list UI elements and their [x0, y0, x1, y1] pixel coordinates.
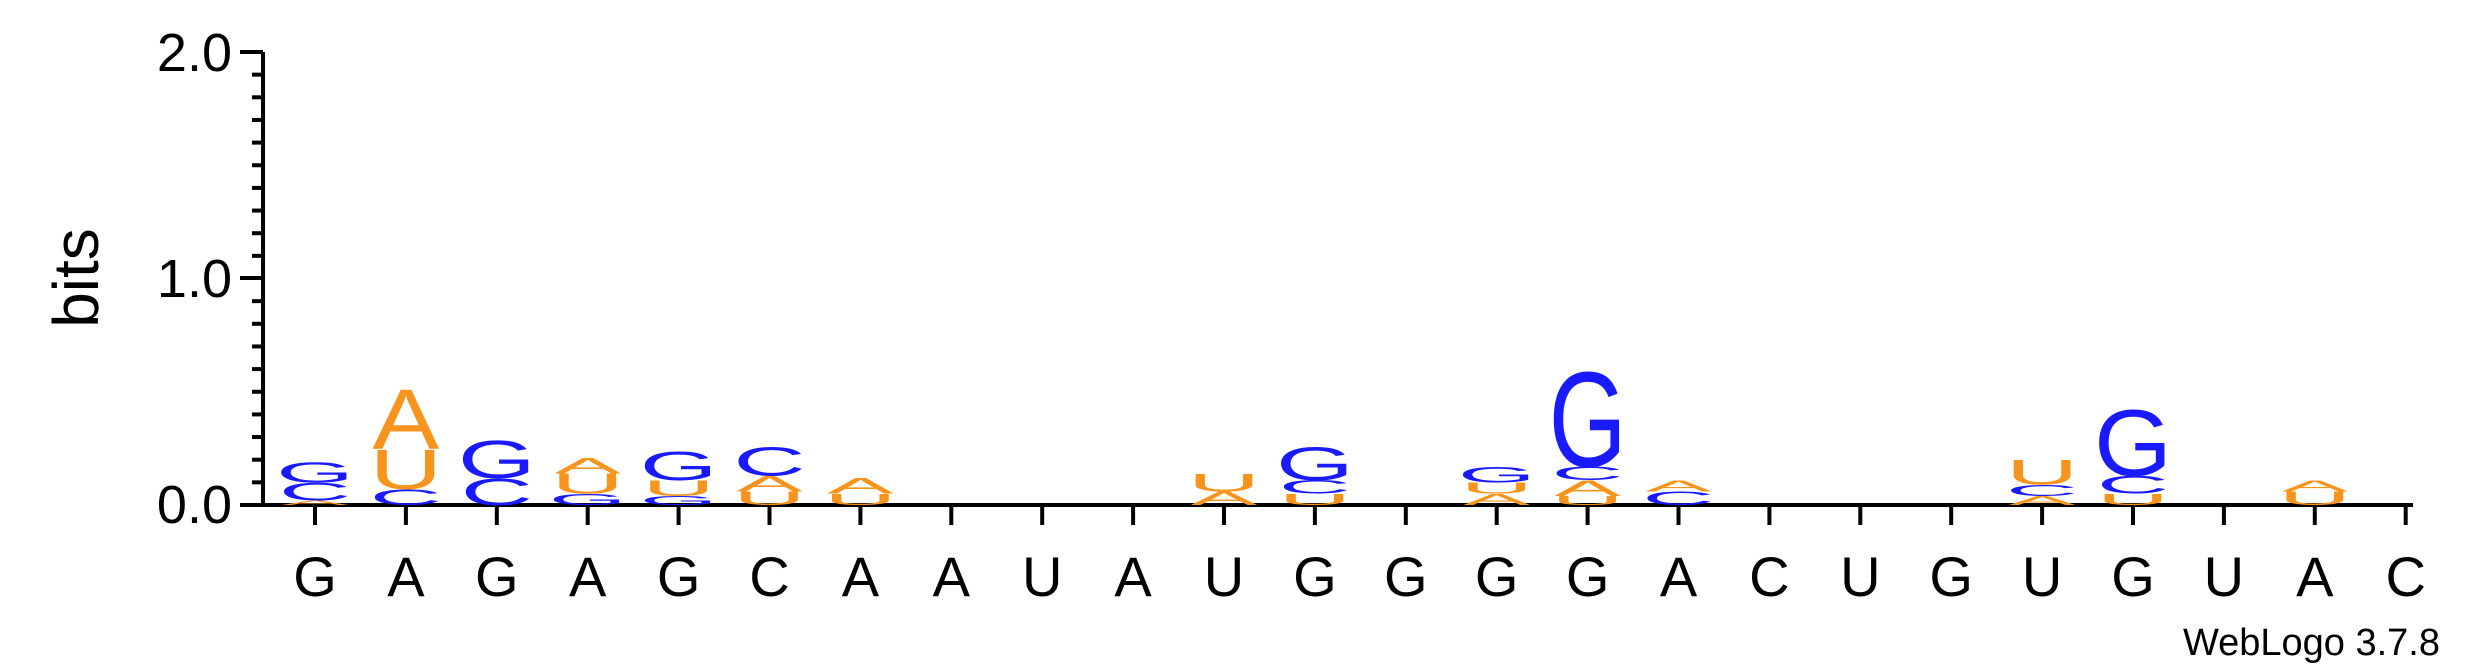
logo-letter-G: G [2094, 390, 2172, 496]
logo-letter-G: G [276, 456, 354, 488]
logo-letter-G: G [1276, 437, 1354, 490]
sequence-label: G [657, 545, 701, 608]
logo-letter-A: A [554, 453, 622, 478]
logo-letter-U: U [1188, 469, 1260, 497]
logo-letter-C: C [2097, 471, 2169, 499]
logo-letter-C: C [279, 478, 351, 506]
sequence-label: U [1840, 545, 1880, 608]
y-tick-label-2: 2.0 [157, 23, 232, 83]
logo-letter-C: C [1279, 477, 1351, 498]
logo-letter-U: U [370, 438, 442, 502]
letter-stacks: ACGCUACGGUAGUGUACUAAUUCGAUGUACGCAACUUCGU… [276, 345, 2351, 514]
x-axis [263, 503, 2413, 525]
sequence-label: A [387, 545, 425, 608]
y-tick-label-1: 1.0 [157, 249, 232, 309]
logo-letter-A: A [1191, 488, 1258, 509]
logo-letter-U: U [824, 491, 896, 509]
sequence-label: A [842, 545, 880, 608]
logo-letter-A: A [1554, 476, 1622, 501]
logo-letter-A: A [282, 499, 350, 506]
sequence-label: C [1749, 545, 1789, 608]
logo-letter-A: A [1463, 491, 1530, 509]
sequence-label: U [2022, 545, 2062, 608]
logo-letter-A: A [736, 472, 804, 497]
logo-letter-U: U [1461, 480, 1533, 498]
logo-letter-U: U [1279, 491, 1351, 509]
logo-letter-A: A [1645, 477, 1712, 495]
logo-letter-U: U [2279, 488, 2351, 509]
sequence-label: A [933, 545, 971, 608]
sequence-label: G [2111, 545, 2155, 608]
logo-letter-U: U [552, 468, 624, 500]
logo-letter-A: A [373, 371, 440, 467]
sequence-label: C [2385, 545, 2425, 608]
sequence-label: G [1384, 545, 1428, 608]
sequence-label: U [1022, 545, 1062, 608]
logo-letter-G: G [640, 494, 718, 508]
logo-letter-G: G [549, 491, 627, 509]
sequence-label: G [1929, 545, 1973, 608]
logo-letter-U: U [2006, 453, 2078, 492]
logo-letter-A: A [2281, 477, 2348, 495]
sequence-label: G [1475, 545, 1519, 608]
logo-letter-U: U [1551, 494, 1623, 508]
sequence-label: G [475, 545, 519, 608]
sequence-label: A [569, 545, 607, 608]
logo-letter-G: G [1549, 345, 1627, 497]
y-axis-title: bits [40, 228, 112, 328]
logo-letter-C: C [1642, 488, 1714, 509]
logo-letter-C: C [370, 485, 442, 510]
logo-letter-U: U [642, 476, 714, 501]
y-tick-label-0: 0.0 [157, 475, 232, 535]
logo-letter-G: G [640, 444, 718, 490]
logo-letter-A: A [827, 474, 895, 499]
sequence-label: G [1293, 545, 1337, 608]
sequence-label: U [1204, 545, 1244, 608]
sequence-label: C [749, 545, 789, 608]
sequence-label: U [2204, 545, 2244, 608]
y-minor-ticks [252, 72, 263, 485]
logo-letter-U: U [733, 488, 805, 509]
sequence-label: A [1114, 545, 1152, 608]
weblogo-credit: WebLogo 3.7.8 [2183, 622, 2440, 664]
sequence-label: G [1566, 545, 1610, 608]
logo-letter-C: C [2006, 482, 2078, 500]
sequence-label: A [1660, 545, 1698, 608]
y-axis: 0.0 1.0 2.0 bits [40, 23, 265, 535]
sequence-label: G [293, 545, 337, 608]
logo-letter-C: C [461, 471, 533, 513]
logo-letter-C: C [1551, 463, 1623, 484]
logo-letter-G: G [458, 430, 536, 490]
logo-letter-C: C [733, 439, 805, 485]
logo-letter-A: A [2009, 494, 2076, 508]
logo-letter-G: G [1458, 462, 1536, 487]
logo-letter-U: U [2097, 491, 2169, 509]
sequence-label: A [2296, 545, 2334, 608]
